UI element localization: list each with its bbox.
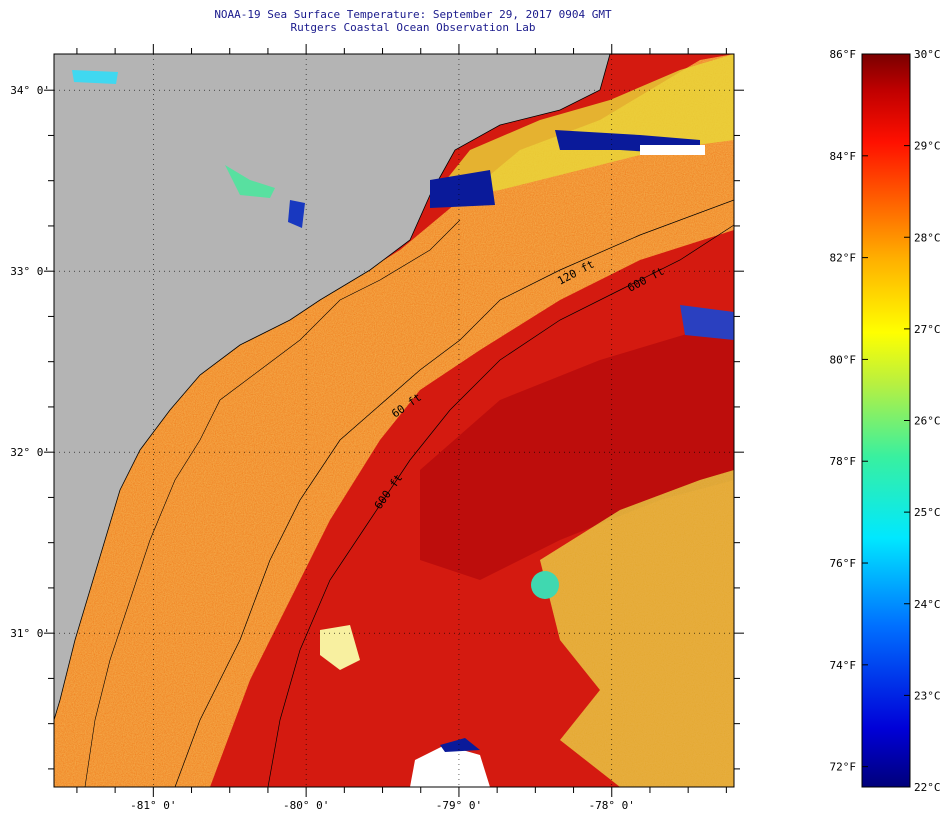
cloud-patch xyxy=(680,305,734,340)
celsius-tick-label: 23°C xyxy=(914,689,941,702)
cloud-patch xyxy=(640,145,705,155)
fahrenheit-tick-label: 76°F xyxy=(830,557,857,570)
latitude-label: 31° 0' xyxy=(10,627,50,640)
celsius-tick-label: 28°C xyxy=(914,231,941,244)
cloud-patch xyxy=(440,738,480,752)
gulf-stream-core xyxy=(420,330,734,580)
longitude-label: -80° 0' xyxy=(283,799,329,812)
longitude-label: -81° 0' xyxy=(130,799,176,812)
isobath-60ft xyxy=(84,219,461,787)
map-title: NOAA-19 Sea Surface Temperature: Septemb… xyxy=(214,8,612,21)
colorbar xyxy=(861,53,911,788)
shelf-water xyxy=(54,54,734,787)
celsius-tick-label: 30°C xyxy=(914,48,941,61)
fahrenheit-tick-label: 78°F xyxy=(830,455,857,468)
cool-eddy xyxy=(531,571,559,599)
map-ticks xyxy=(44,44,744,797)
nearshore-cool-band xyxy=(430,54,734,200)
celsius-tick-label: 24°C xyxy=(914,598,941,611)
cloud-patch xyxy=(410,745,490,787)
colorbar-ticks: 30°C 29°C 28°C 27°C 26°C 25°C 24°C 23°C 22°C 86°F… xyxy=(830,48,941,794)
cloud-patch xyxy=(320,625,360,670)
celsius-tick-label: 22°C xyxy=(914,781,941,794)
latitude-label: 33° 0' xyxy=(10,265,50,278)
land-mass xyxy=(54,54,610,720)
latitude-labels: 34° 0' 33° 0' 32° 0' 31° 0' xyxy=(10,84,50,640)
cloud-patch xyxy=(72,70,118,84)
fahrenheit-tick-label: 86°F xyxy=(830,48,857,61)
celsius-tick-label: 25°C xyxy=(914,506,941,519)
longitude-label: -78° 0' xyxy=(589,799,635,812)
sst-image: 120 ft 600 ft 60 ft 600 ft xyxy=(54,54,734,787)
latitude-label: 32° 0' xyxy=(10,446,50,459)
graticule xyxy=(54,54,734,787)
fahrenheit-tick-label: 72°F xyxy=(830,761,857,774)
map-frame xyxy=(53,53,735,788)
coastline xyxy=(54,54,611,721)
isobath-600ft xyxy=(267,224,734,787)
cloud-patch xyxy=(430,170,495,208)
celsius-tick-label: 26°C xyxy=(914,415,941,428)
longitude-labels: -81° 0' -80° 0' -79° 0' -78° 0' xyxy=(130,799,635,812)
cloud-patch xyxy=(288,200,305,228)
fahrenheit-tick-label: 74°F xyxy=(830,659,857,672)
map-subtitle: Rutgers Coastal Ocean Observation Lab xyxy=(290,21,536,34)
latitude-label: 34° 0' xyxy=(10,84,50,97)
cool-water-patch xyxy=(540,470,734,787)
fahrenheit-tick-label: 84°F xyxy=(830,150,857,163)
longitude-label: -79° 0' xyxy=(436,799,482,812)
cloud-patch xyxy=(225,165,275,198)
isobath-120ft xyxy=(174,199,734,787)
fahrenheit-tick-label: 80°F xyxy=(830,353,857,366)
fahrenheit-tick-label: 82°F xyxy=(830,252,857,265)
celsius-tick-label: 27°C xyxy=(914,323,941,336)
celsius-tick-label: 29°C xyxy=(914,140,941,153)
